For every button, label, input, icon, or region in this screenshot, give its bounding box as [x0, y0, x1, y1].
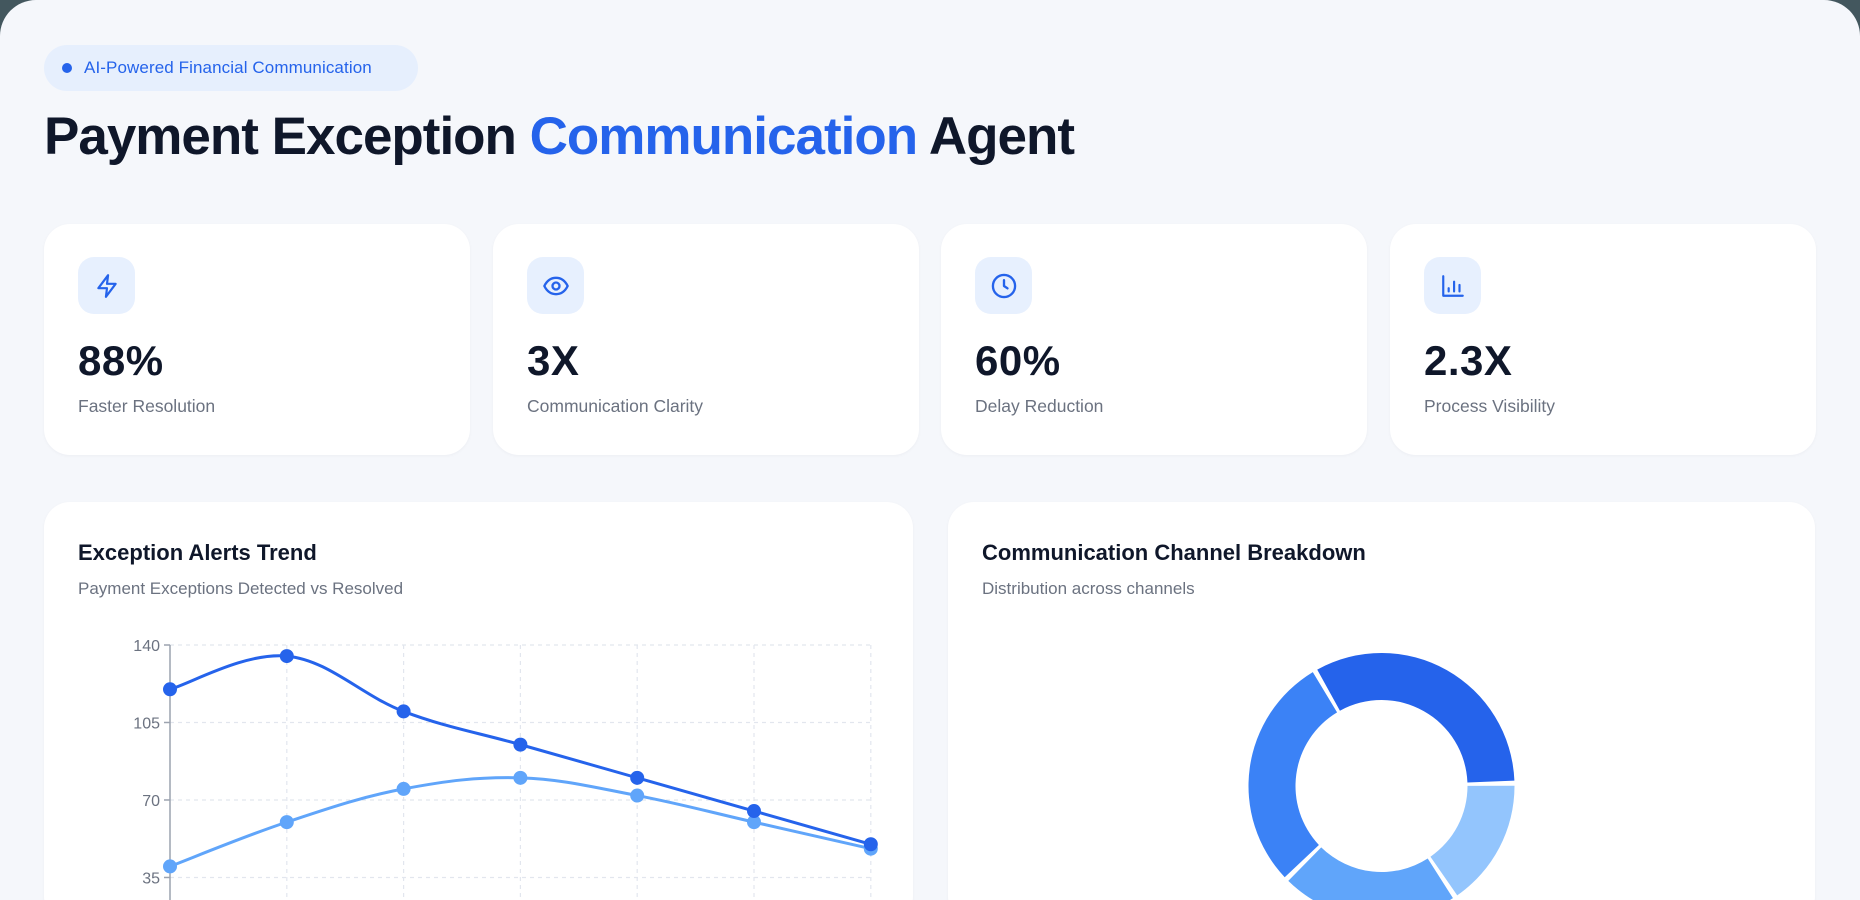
stat-card-delay-reduction: 60% Delay Reduction	[941, 224, 1367, 455]
stat-label: Delay Reduction	[975, 396, 1104, 416]
page-title-accent: Communication	[529, 107, 918, 166]
data-point[interactable]	[279, 649, 294, 664]
data-point[interactable]	[747, 804, 761, 819]
stat-card-communication-clarity: 3X Communication Clarity	[493, 224, 919, 455]
stat-value: 2.3X	[1424, 337, 1513, 384]
stat-icon-box	[1424, 257, 1481, 314]
donut-segment-1[interactable]	[1430, 785, 1515, 896]
stat-label: Process Visibility	[1424, 396, 1555, 416]
data-point[interactable]	[163, 682, 177, 697]
lightning-icon	[96, 273, 117, 298]
data-point[interactable]	[163, 859, 177, 874]
stat-label: Communication Clarity	[527, 396, 704, 416]
page-title-part1: Payment Exception	[44, 107, 530, 166]
bar-chart-icon	[1441, 274, 1464, 297]
data-point[interactable]	[396, 781, 411, 796]
donut-segment-3[interactable]	[1248, 672, 1338, 878]
page-title-part2: Agent	[917, 107, 1075, 166]
data-point[interactable]	[630, 770, 645, 785]
line-chart: 140 105 70 35	[133, 638, 878, 900]
channel-breakdown-card: Communication Channel Breakdown Distribu…	[948, 502, 1815, 900]
chart-subtitle: Payment Exceptions Detected vs Resolved	[78, 579, 404, 598]
data-point[interactable]	[863, 837, 878, 852]
data-point[interactable]	[513, 770, 528, 785]
stat-value: 3X	[527, 337, 580, 384]
stat-value: 88%	[78, 337, 164, 384]
eye-icon	[542, 276, 569, 295]
stat-card-faster-resolution: 88% Faster Resolution	[44, 224, 470, 455]
stat-value: 60%	[975, 337, 1061, 384]
donut-chart	[1248, 653, 1515, 900]
clock-icon	[991, 273, 1016, 298]
donut-segment-0[interactable]	[1317, 653, 1515, 783]
donut-segment-2[interactable]	[1288, 847, 1453, 900]
chart-title: Exception Alerts Trend	[78, 540, 317, 565]
y-tick-label: 105	[133, 715, 160, 732]
exception-alerts-trend-card: Exception Alerts Trend Payment Exception…	[44, 502, 913, 900]
stat-icon-box	[78, 257, 135, 314]
stat-icon-box	[527, 257, 584, 314]
data-point[interactable]	[513, 737, 528, 752]
y-tick-label: 35	[142, 870, 160, 887]
header-badge-label: AI-Powered Financial Communication	[84, 58, 372, 77]
data-point[interactable]	[396, 704, 411, 719]
chart-title: Communication Channel Breakdown	[982, 540, 1366, 565]
stat-card-process-visibility: 2.3X Process Visibility	[1390, 224, 1816, 455]
y-tick-label: 70	[142, 793, 160, 810]
y-tick-label: 140	[133, 638, 160, 655]
stat-icon-box	[975, 257, 1032, 314]
data-point[interactable]	[630, 788, 645, 803]
status-dot-icon	[62, 63, 72, 73]
page-title: Payment Exception Communication Agent	[44, 106, 1075, 167]
header-badge: AI-Powered Financial Communication	[44, 45, 418, 91]
stat-label: Faster Resolution	[78, 396, 216, 416]
y-axis: 140 105 70 35	[133, 638, 171, 900]
chart-series	[163, 649, 878, 874]
data-point[interactable]	[747, 815, 761, 830]
data-point[interactable]	[279, 815, 294, 830]
chart-subtitle: Distribution across channels	[982, 579, 1195, 598]
